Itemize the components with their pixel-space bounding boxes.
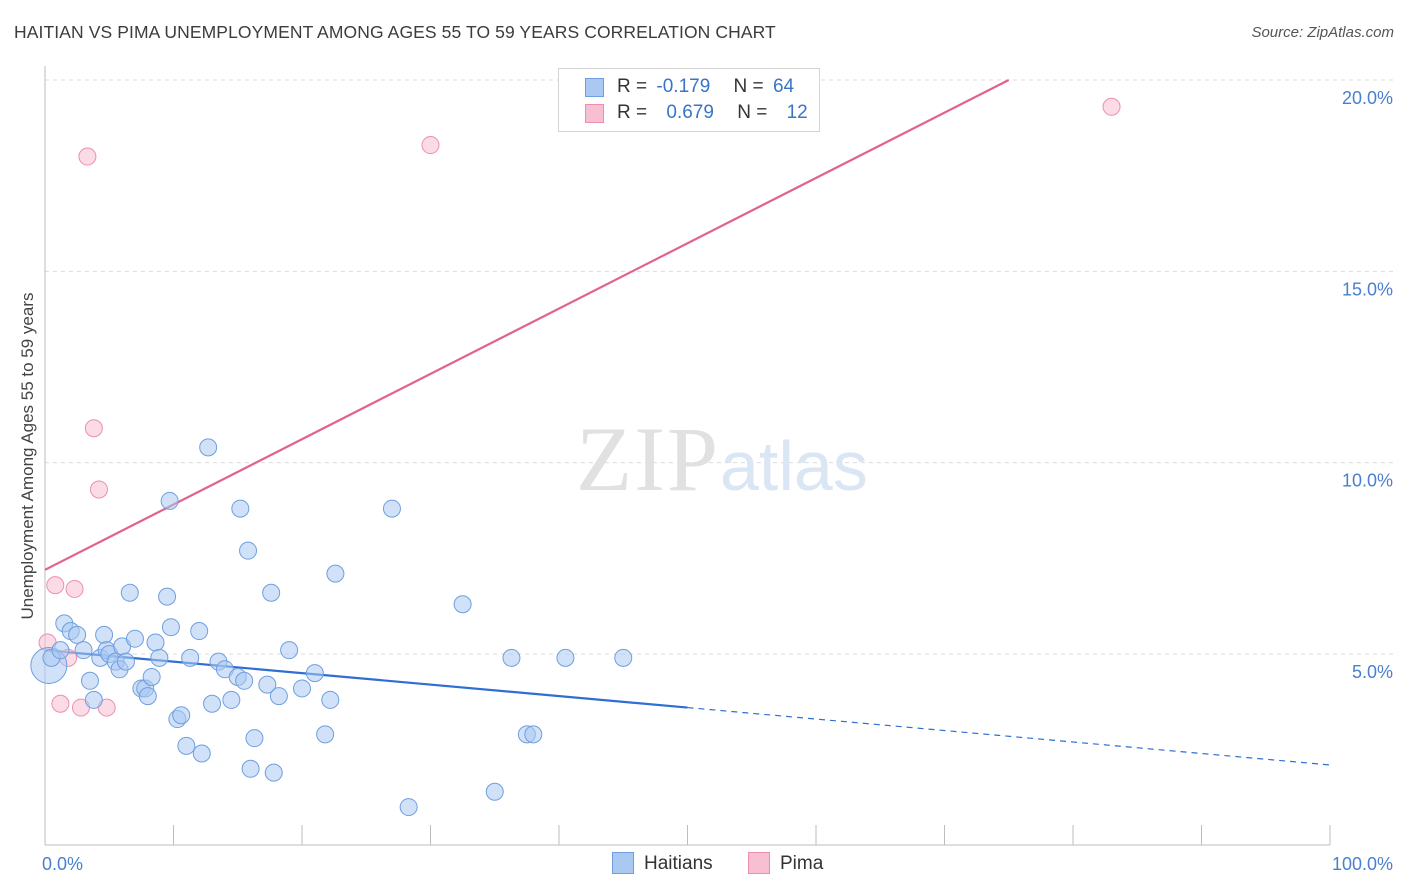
haitians-point [146,633,165,652]
haitians-point [158,587,177,606]
x-tick-label-max: 100.0% [1332,854,1393,874]
pima-point [84,419,103,438]
haitians-point [142,667,161,686]
haitians-point [74,641,93,660]
bottom-legend-label-pima: Pima [780,853,824,874]
haitians-point [305,664,324,683]
bottom-legend-pima: Pima [748,852,823,875]
legend-r-value-pima: 0.679 [666,102,714,123]
haitians-point [222,690,241,709]
haitians-point [245,729,264,748]
y-tick-label: 15.0% [1342,279,1393,299]
source-label: Source: ZipAtlas.com [1251,24,1394,41]
point-layer [30,97,1121,817]
haitians-point [262,583,281,602]
bottom-legend-swatch-haitians [612,852,634,874]
watermark-atlas: atlas [720,427,868,505]
legend-r-label: R = [617,102,648,123]
haitians-point [556,648,575,667]
haitians-trend-extension [687,706,1331,766]
haitians-point [485,782,504,801]
axis-layer [44,66,1331,846]
haitians-point [116,652,135,671]
legend-r-value-haitians: -0.179 [656,76,711,97]
haitians-point [502,648,521,667]
haitians-point [614,648,633,667]
watermark: ZIP atlas [576,408,868,510]
watermark-zip: ZIP [576,408,720,510]
pima-point [46,576,65,595]
haitians-point [269,687,288,706]
legend-swatch-haitians [585,78,604,97]
haitians-point [160,491,179,510]
bottom-legend-haitians: Haitians [612,852,713,875]
haitians-point [524,725,543,744]
chart-title: HAITIAN VS PIMA UNEMPLOYMENT AMONG AGES … [14,22,776,42]
haitians-point [235,671,254,690]
haitians-point [258,675,277,694]
haitians-point [125,629,144,648]
x-tick-label-min: 0.0% [42,854,83,874]
legend-n-value-haitians: 64 [772,76,795,97]
tick-layer: 5.0% 10.0% 15.0% 20.0% 0.0% 100.0% [42,88,1393,874]
pima-point [78,147,97,166]
haitians-point [316,725,335,744]
haitians-point [293,679,311,698]
haitians-point [95,625,114,644]
haitians-point [120,583,139,602]
haitians-point [192,744,211,763]
correlation-legend: R = -0.179 N = 64 R = 0.679 N = 12 [558,68,820,132]
haitians-point [199,438,218,457]
haitians-point [177,736,196,755]
pima-trend-line [44,79,1010,571]
haitians-point [280,641,299,660]
pima-point [65,579,84,598]
haitians-point [150,648,169,667]
y-tick-label: 10.0% [1342,471,1393,491]
legend-n-value-pima: 12 [786,102,808,123]
legend-swatch-pima [585,104,604,123]
haitians-point [138,687,157,706]
haitians-point [264,763,283,782]
haitians-point [161,618,180,637]
haitians-point [203,694,222,713]
haitians-point [241,759,260,778]
haitians-point [239,541,258,560]
haitians-point [68,625,87,644]
haitians-point [190,622,209,641]
haitians-point [382,499,401,518]
pima-point [51,694,70,713]
haitians-point [326,564,345,583]
haitians-point [321,690,340,709]
haitians-point [231,499,250,518]
y-tick-label: 5.0% [1352,662,1393,682]
haitians-point [399,798,418,817]
legend-r-label: R = [617,76,648,97]
legend-n-label: N = [737,102,768,123]
grid-layer [45,79,1395,655]
haitians-point [181,648,200,667]
bottom-legend-label-haitians: Haitians [644,853,713,874]
pima-point [1102,97,1121,116]
haitians-point [84,690,103,709]
y-tick-label: 20.0% [1342,88,1393,108]
haitians-point [453,595,472,614]
bottom-legend-swatch-pima [748,852,770,874]
pima-point [421,136,440,155]
haitians-point [51,641,70,660]
haitians-point [172,706,191,725]
legend-n-label: N = [733,76,764,97]
pima-point [89,480,108,499]
haitians-point [80,671,99,690]
